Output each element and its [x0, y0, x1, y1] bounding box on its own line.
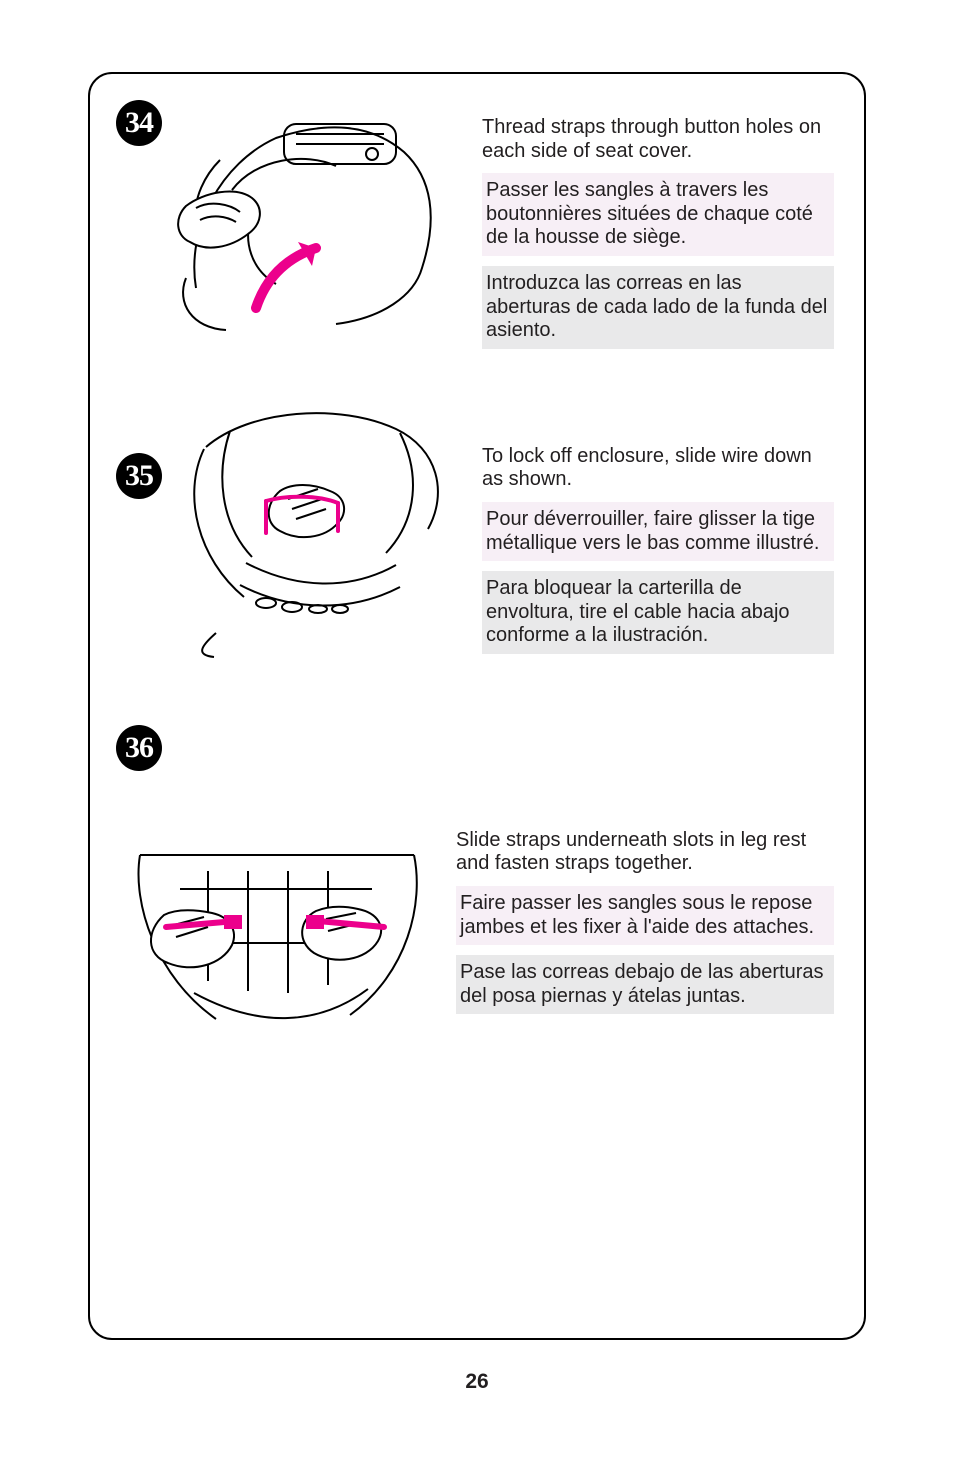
illustration-36 [120, 793, 434, 1053]
text-fr: Faire passer les sangles sous le repose … [456, 886, 834, 945]
text-en: Slide straps underneath slots in leg res… [456, 829, 834, 876]
text-fr: Pour déverrouiller, faire glisser la tig… [482, 502, 834, 561]
text-en: To lock off enclosure, slide wire down a… [482, 445, 834, 492]
text-fr: Passer les sangles à travers les boutonn… [482, 173, 834, 256]
illustration-35 [170, 403, 458, 661]
illustration-34 [166, 108, 454, 338]
step-34-text: Thread straps through button holes on ea… [482, 100, 834, 349]
text-es: Introduzca las correas en las aberturas … [482, 266, 834, 349]
page-frame: 34 [88, 72, 866, 1340]
text-es: Para bloquear la carterilla de envoltura… [482, 571, 834, 654]
step-35: 35 [116, 403, 834, 661]
text-es: Pase las correas debajo de las aberturas… [456, 955, 834, 1014]
step-35-text: To lock off enclosure, slide wire down a… [482, 403, 834, 654]
step-36: 36 [116, 725, 834, 1053]
step-number-badge: 34 [116, 100, 162, 146]
step-number-badge: 35 [116, 453, 162, 499]
step-number-badge: 36 [116, 725, 162, 771]
page-number: 26 [0, 1370, 954, 1394]
text-en: Thread straps through button holes on ea… [482, 116, 834, 163]
step-36-text: Slide straps underneath slots in leg res… [456, 793, 834, 1015]
step-34: 34 [116, 100, 834, 349]
